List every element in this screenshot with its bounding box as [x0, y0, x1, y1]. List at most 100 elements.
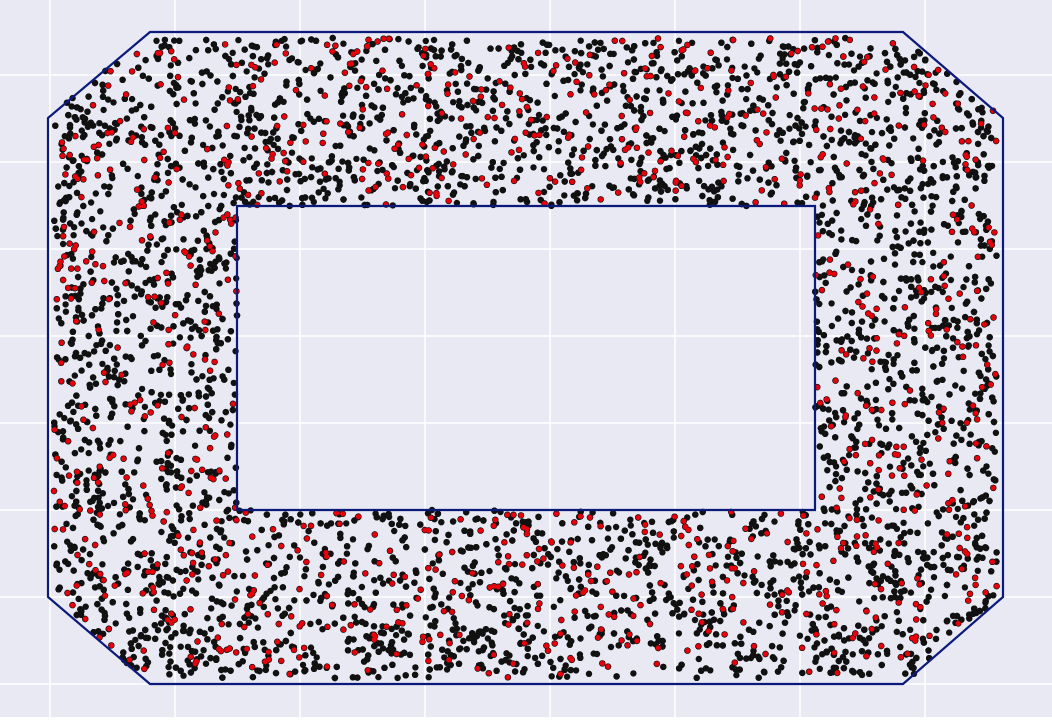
scatter-point	[941, 592, 949, 600]
scatter-point	[207, 625, 215, 633]
scatter-point	[604, 535, 612, 542]
scatter-point	[952, 382, 959, 389]
scatter-point	[868, 366, 875, 373]
scatter-point	[180, 585, 187, 592]
scatter-point	[92, 190, 100, 197]
scatter-point	[874, 416, 881, 423]
scatter-point	[743, 95, 750, 103]
scatter-point	[873, 70, 880, 77]
scatter-point	[974, 567, 981, 574]
scatter-point	[540, 188, 548, 196]
scatter-point	[804, 635, 811, 642]
scatter-point	[868, 322, 876, 329]
scatter-point	[796, 632, 804, 639]
scatter-point	[113, 361, 121, 368]
scatter-point	[841, 111, 849, 119]
scatter-point	[153, 241, 161, 248]
scatter-point	[795, 573, 803, 580]
scatter-point	[864, 350, 872, 357]
scatter-point	[108, 172, 116, 179]
scatter-point	[776, 50, 784, 57]
scatter-point	[222, 265, 230, 272]
scatter-point	[805, 588, 813, 595]
scatter-point	[398, 62, 406, 69]
scatter-point	[630, 670, 637, 677]
scatter-point	[952, 513, 960, 521]
scatter-point	[776, 559, 784, 566]
scatter-point	[104, 502, 112, 510]
scatter-point	[192, 100, 199, 107]
scatter-point	[577, 37, 584, 44]
scatter-point	[857, 496, 864, 503]
scatter-point	[615, 569, 623, 576]
scatter-point	[134, 172, 141, 180]
scatter-point	[992, 429, 1000, 436]
scatter-point	[816, 665, 823, 672]
scatter-point	[878, 623, 885, 630]
scatter-point	[66, 182, 73, 190]
scatter-point	[585, 670, 593, 677]
scatter-point	[374, 167, 381, 175]
scatter-point	[62, 301, 69, 308]
scatter-point	[129, 313, 137, 320]
scatter-point	[358, 56, 365, 63]
scatter-point	[453, 199, 461, 207]
scatter-point	[589, 121, 597, 128]
scatter-point	[128, 95, 136, 103]
scatter-point	[229, 49, 236, 56]
scatter-point	[930, 574, 938, 581]
scatter-point	[138, 385, 146, 393]
scatter-point	[972, 390, 979, 397]
scatter-point	[661, 127, 668, 135]
scatter-point	[802, 123, 809, 130]
scatter-point	[202, 660, 210, 667]
scatter-point	[656, 197, 664, 204]
scatter-point	[171, 37, 178, 44]
scatter-point	[892, 83, 899, 91]
scatter-point	[358, 194, 365, 201]
scatter-point	[353, 155, 360, 163]
scatter-point	[129, 496, 137, 503]
scatter-point	[438, 519, 445, 526]
scatter-point	[56, 200, 63, 208]
scatter-point	[577, 635, 584, 642]
scatter-point	[961, 584, 969, 591]
scatter-point	[920, 439, 927, 447]
scatter-point	[233, 588, 240, 595]
scatter-point	[494, 545, 501, 552]
scatter-point	[786, 111, 793, 119]
scatter-point	[644, 541, 651, 548]
scatter-point	[427, 622, 434, 629]
scatter-point	[840, 419, 848, 426]
scatter-point	[301, 573, 308, 580]
scatter-point	[184, 534, 192, 541]
scatter-point	[460, 625, 467, 632]
scatter-point	[194, 273, 201, 280]
scatter-point	[188, 325, 196, 333]
scatter-point	[524, 652, 531, 660]
scatter-point	[110, 99, 117, 106]
scatter-point	[221, 534, 228, 541]
scatter-point	[849, 651, 856, 658]
scatter-point	[112, 620, 119, 627]
scatter-point	[825, 51, 833, 59]
scatter-point	[851, 415, 858, 422]
scatter-point	[902, 228, 909, 235]
scatter-point	[191, 442, 199, 449]
scatter-point	[733, 671, 740, 679]
scatter-point	[97, 208, 104, 215]
scatter-point	[824, 467, 831, 474]
scatter-point	[225, 621, 232, 628]
scatter-point	[297, 38, 304, 45]
scatter-point	[917, 219, 924, 226]
scatter-point	[443, 666, 451, 673]
scatter-point	[254, 624, 262, 631]
scatter-point	[724, 82, 732, 89]
scatter-point	[940, 561, 947, 569]
scatter-point	[133, 664, 140, 671]
scatter-point	[550, 603, 557, 610]
scatter-point	[167, 62, 174, 69]
scatter-point	[158, 528, 165, 536]
scatter-point	[182, 567, 189, 575]
